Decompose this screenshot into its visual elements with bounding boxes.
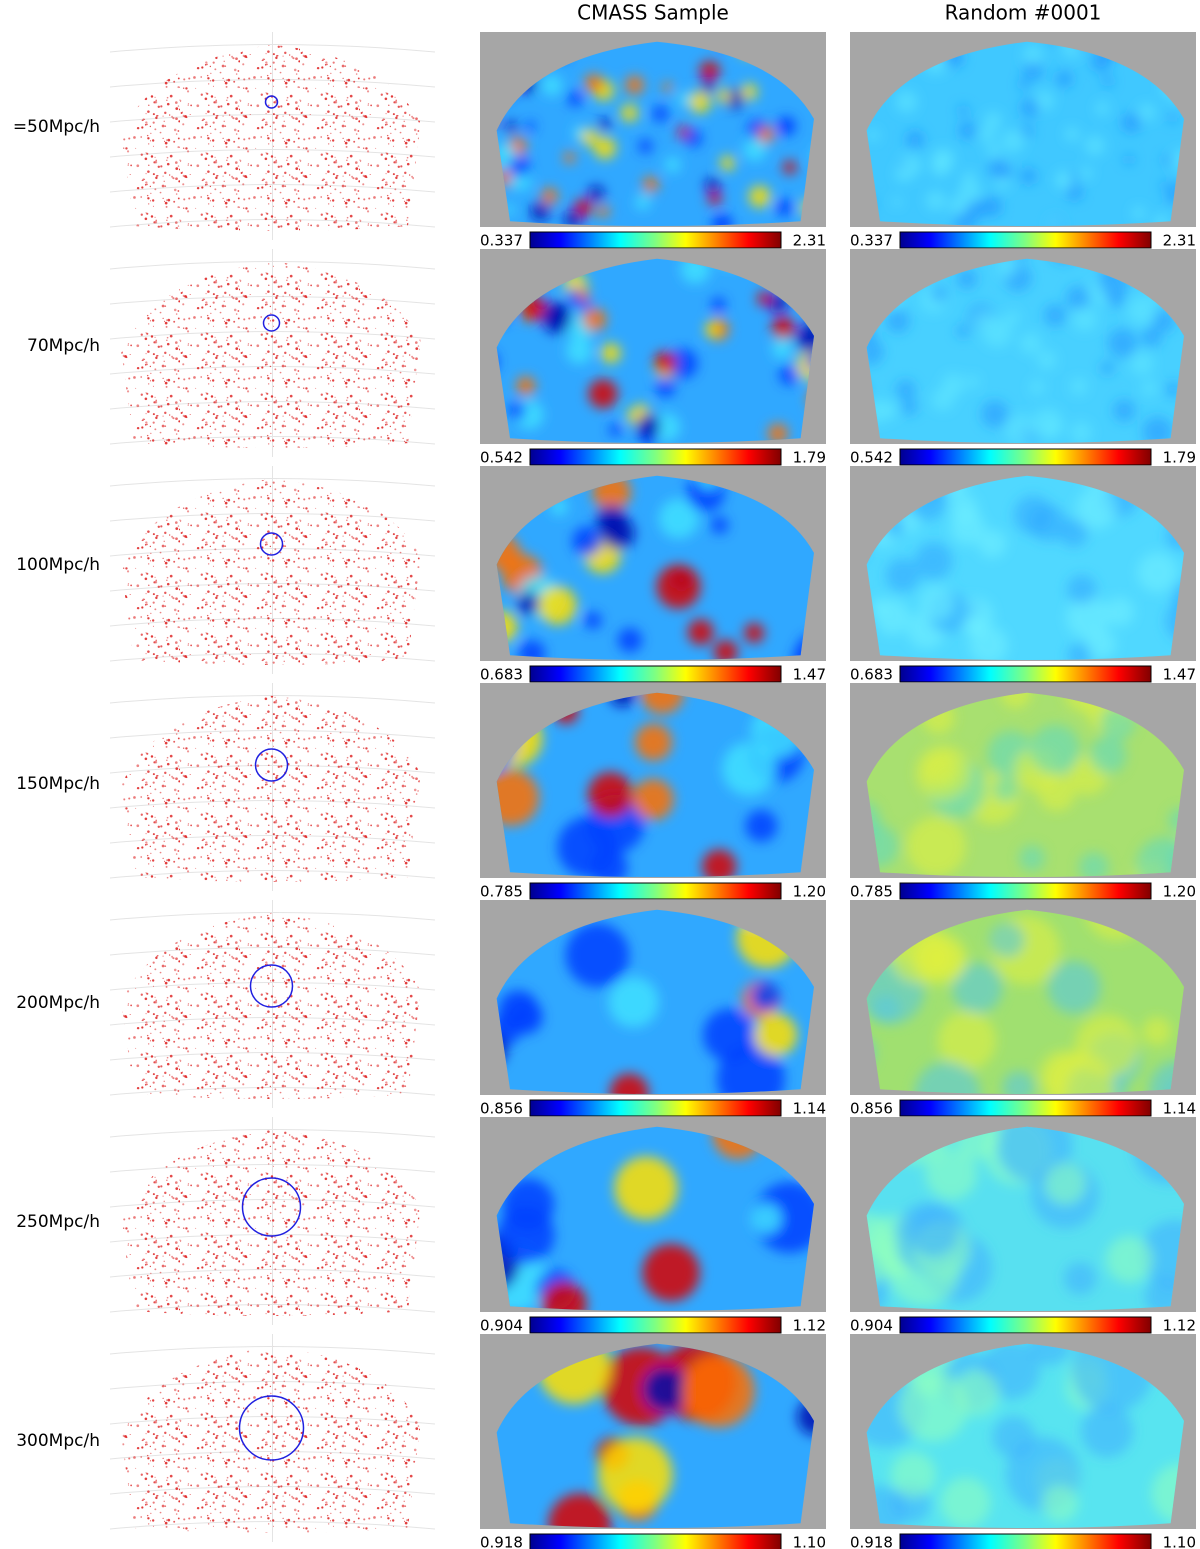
colorbar-max: 1.14	[1163, 1100, 1196, 1118]
colorbar-min: 0.542	[850, 449, 893, 467]
scale-circle	[238, 1395, 305, 1461]
colorbar-max: 2.31	[793, 232, 826, 250]
row: 200Mpc/h 0.856 1.14 0.856 1.14	[16, 900, 1196, 1118]
row: 70Mpc/h 0.542 1.79 0.542 1.79	[27, 249, 1196, 467]
colorbar-min: 0.918	[850, 1534, 893, 1549]
colorbar	[899, 448, 1152, 466]
colorbar	[899, 231, 1152, 249]
colorbar	[529, 448, 782, 466]
colorbar-min: 0.918	[480, 1534, 523, 1549]
colorbar-min: 0.785	[480, 883, 523, 901]
scale-circle	[254, 748, 289, 782]
colorbar-max: 2.31	[1163, 232, 1196, 250]
scale-circle	[241, 1177, 302, 1237]
colorbar	[529, 231, 782, 249]
colorbar-min: 0.856	[850, 1100, 893, 1118]
colorbar-max: 1.47	[1163, 666, 1196, 684]
row: =50Mpc/h 0.337 2.31 0.337 2.31	[13, 32, 1196, 250]
row: 100Mpc/h 0.683 1.47 0.683 1.47	[16, 466, 1196, 684]
row: 250Mpc/h 0.904 1.12 0.904 1.12	[16, 1117, 1196, 1335]
colorbar	[529, 1316, 782, 1334]
galaxy-map	[121, 912, 421, 1100]
galaxy-map	[121, 44, 421, 232]
colorbar	[899, 665, 1152, 683]
colorbar	[529, 1533, 782, 1549]
row: 150Mpc/h 0.785 1.20 0.785 1.20	[16, 683, 1196, 901]
colorbar	[529, 665, 782, 683]
scale-circle	[264, 95, 279, 109]
colorbar-min: 0.683	[850, 666, 893, 684]
row-label: =50Mpc/h	[13, 117, 100, 137]
colorbar-max: 1.12	[1163, 1317, 1196, 1335]
colorbar-max: 1.79	[1163, 449, 1196, 467]
colorbar-max: 1.20	[793, 883, 826, 901]
colorbar-max: 1.47	[793, 666, 826, 684]
row-label: 300Mpc/h	[16, 1431, 100, 1451]
colorbar-max: 1.10	[793, 1534, 826, 1549]
colorbar-min: 0.337	[850, 232, 893, 250]
row-label: 150Mpc/h	[16, 774, 100, 794]
colorbar-max: 1.79	[793, 449, 826, 467]
scale-circle	[259, 532, 284, 556]
scale-circle	[262, 314, 281, 332]
colorbar-max: 1.20	[1163, 883, 1196, 901]
colorbar	[529, 1099, 782, 1117]
colorbar-min: 0.337	[480, 232, 523, 250]
colorbar-min: 0.785	[850, 883, 893, 901]
row-label: 250Mpc/h	[16, 1212, 100, 1232]
colorbar-min: 0.904	[480, 1317, 523, 1335]
density-map	[866, 258, 1184, 444]
colorbar	[899, 1099, 1152, 1117]
colorbar	[899, 882, 1152, 900]
colorbar-min: 0.683	[480, 666, 523, 684]
colorbar-max: 1.10	[1163, 1534, 1196, 1549]
row-label: 200Mpc/h	[16, 993, 100, 1013]
colorbar-min: 0.904	[850, 1317, 893, 1335]
colorbar-min: 0.856	[480, 1100, 523, 1118]
column-title: CMASS Sample	[577, 1, 729, 25]
colorbar-max: 1.14	[793, 1100, 826, 1118]
row-label: 70Mpc/h	[27, 336, 100, 356]
row-label: 100Mpc/h	[16, 555, 100, 575]
scale-circle	[249, 964, 294, 1008]
galaxy-map	[121, 478, 421, 666]
column-title: Random #0001	[945, 1, 1102, 25]
row: 300Mpc/h 0.918 1.10 0.918 1.10	[16, 1334, 1196, 1549]
galaxy-map	[121, 695, 421, 883]
galaxy-map	[121, 261, 421, 449]
galaxy-map	[121, 1346, 421, 1534]
galaxy-map	[121, 1129, 421, 1317]
colorbar	[899, 1316, 1152, 1334]
colorbar	[899, 1533, 1152, 1549]
colorbar-min: 0.542	[480, 449, 523, 467]
colorbar-max: 1.12	[793, 1317, 826, 1335]
colorbar	[529, 882, 782, 900]
